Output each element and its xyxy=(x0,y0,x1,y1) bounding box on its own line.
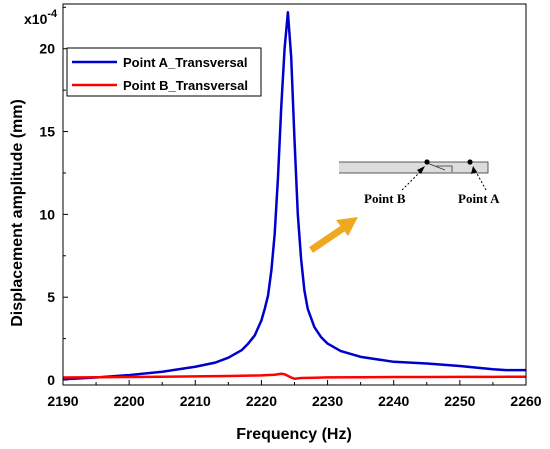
series-line-point-b xyxy=(62,372,527,380)
y-tick-label: 5 xyxy=(47,289,55,305)
x-tick-label: 2250 xyxy=(444,393,475,409)
x-tick-label: 2220 xyxy=(246,393,277,409)
x-tick-label: 2260 xyxy=(510,393,541,409)
x-tick-label: 2210 xyxy=(180,393,211,409)
inset-point-b-marker xyxy=(424,159,430,165)
inset-notch xyxy=(436,165,453,172)
orange-arrow-shaft xyxy=(309,224,347,253)
y-axis-label: Displacement amplitude (mm) xyxy=(9,99,26,327)
orange-arrow-head xyxy=(336,217,358,236)
x-axis-label: Frequency (Hz) xyxy=(236,426,352,443)
inset-label-point-b: Point B xyxy=(364,191,406,206)
inset-beam xyxy=(337,161,489,174)
inset-beam-diagram: Point B Point A xyxy=(337,159,500,206)
y-tick-label: 10 xyxy=(39,206,55,222)
y-tick-label: 15 xyxy=(39,124,55,140)
x-tick-label: 2240 xyxy=(378,393,409,409)
legend: Point A_Transversal Point B_Transversal xyxy=(66,47,262,97)
inset-point-a-marker xyxy=(467,159,473,165)
plot-frame xyxy=(62,3,527,386)
ticks: 2190 2200 2210 2220 2230 2240 2250 2260 0 5 10 15 20 xyxy=(39,6,542,409)
inset-label-point-a: Point A xyxy=(458,191,500,206)
x-tick-label: 2230 xyxy=(312,393,343,409)
series-line-point-a xyxy=(62,11,526,381)
inset-point-a-arrowhead xyxy=(471,166,477,174)
legend-label-point-a: Point A_Transversal xyxy=(123,55,248,70)
y-tick-label: 20 xyxy=(39,41,55,57)
legend-label-point-b: Point B_Transversal xyxy=(123,78,248,93)
y-multiplier: x10-4 xyxy=(24,8,58,27)
series-layer xyxy=(62,11,527,381)
orange-arrow xyxy=(309,217,358,253)
y-tick-label: 0 xyxy=(47,372,55,388)
inset-point-b-arrowhead xyxy=(417,166,425,174)
y-multiplier-exponent: -4 xyxy=(47,8,58,20)
inset-notch-diagonal xyxy=(426,162,446,171)
x-tick-label: 2200 xyxy=(114,393,145,409)
legend-box xyxy=(66,47,262,97)
x-tick-label: 2190 xyxy=(47,393,78,409)
